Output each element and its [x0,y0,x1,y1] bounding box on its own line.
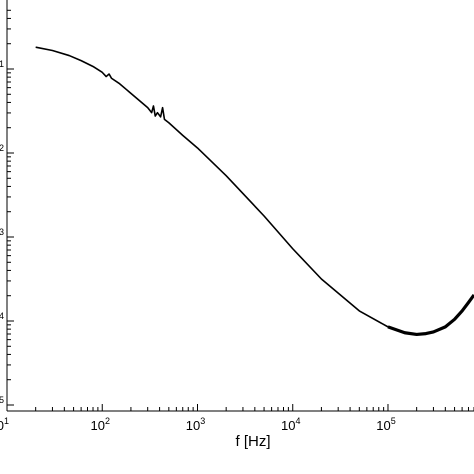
x-axis-ticks: 101 102 103 104 105 [0,404,474,433]
y-tick-label: 5 [0,395,4,405]
y-tick-label: 3 [0,227,4,237]
x-tick-label: 102 [91,416,110,433]
y-tick-label: 2 [0,143,4,153]
x-tick-label: 104 [281,416,300,433]
x-axis-label: f [Hz] [235,433,270,450]
y-tick-label: 4 [0,311,4,321]
series-layer [35,46,474,337]
x-tick-label: 101 [0,416,9,433]
series-line-1-high-freq-band [387,294,474,337]
x-tick-label: 103 [186,416,205,433]
x-tick-label: 105 [376,416,395,433]
y-axis-ticks: 1 2 3 4 5 [0,9,14,406]
y-tick-label: 1 [0,59,4,69]
